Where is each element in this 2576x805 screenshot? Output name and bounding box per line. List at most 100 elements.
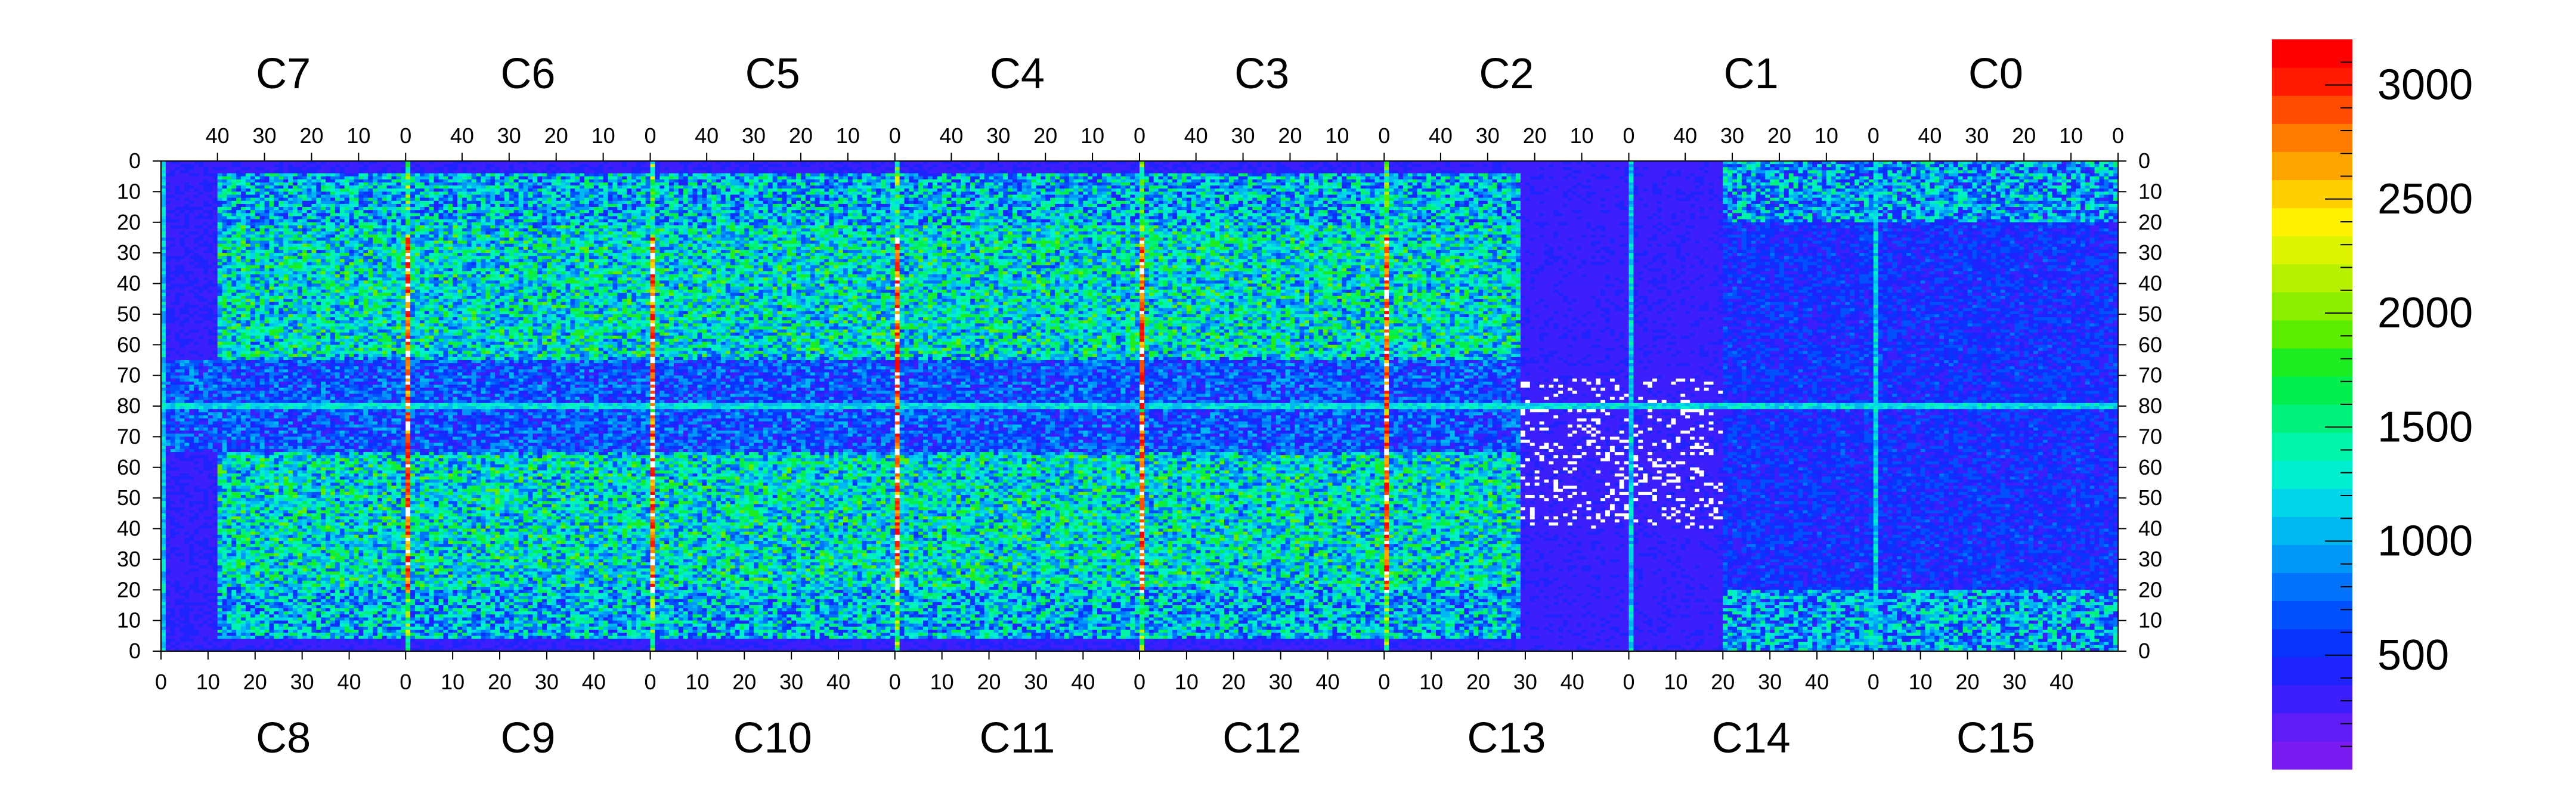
- heat-cell: [222, 559, 227, 563]
- heat-cell: [208, 391, 213, 394]
- heat-cell: [203, 351, 208, 355]
- heat-cell: [161, 385, 166, 388]
- heat-cell: [227, 529, 231, 532]
- heat-cell: [184, 532, 189, 535]
- heat-cell: [227, 581, 231, 584]
- heat-cell: [180, 225, 185, 229]
- heat-cell: [218, 507, 222, 511]
- heat-cell: [161, 621, 166, 624]
- heat-cell: [180, 207, 185, 210]
- heat-cell: [175, 241, 180, 244]
- heat-cell: [166, 256, 171, 259]
- heat-cell: [175, 339, 180, 342]
- heat-cell: [199, 559, 203, 563]
- heat-cell: [227, 559, 231, 563]
- heat-cell: [199, 605, 203, 609]
- heat-cell: [194, 406, 199, 410]
- heat-cell: [166, 584, 171, 587]
- heat-cell: [203, 311, 208, 315]
- heat-cell: [171, 568, 175, 572]
- heat-cell: [231, 213, 236, 216]
- heat-cell: [199, 225, 203, 229]
- heat-cell: [218, 237, 222, 241]
- heat-cell: [175, 262, 180, 266]
- heat-cell: [208, 351, 213, 355]
- heat-cell: [184, 302, 189, 305]
- heat-cell: [213, 323, 218, 327]
- heat-cell: [231, 237, 236, 241]
- heat-cell: [218, 568, 222, 572]
- heat-cell: [166, 522, 171, 526]
- heat-cell: [180, 461, 185, 465]
- heat-cell: [166, 516, 171, 520]
- heat-cell: [166, 204, 171, 208]
- heat-cell: [161, 262, 166, 266]
- heat-cell: [189, 446, 194, 450]
- heat-cell: [203, 516, 208, 520]
- heat-cell: [227, 633, 231, 636]
- heat-cell: [171, 376, 175, 379]
- heat-cell: [189, 204, 194, 208]
- heat-cell: [199, 177, 203, 180]
- heat-cell: [208, 645, 213, 649]
- heat-cell: [175, 394, 180, 397]
- heat-cell: [171, 296, 175, 299]
- heat-cell: [227, 216, 231, 219]
- heat-cell: [213, 529, 218, 532]
- heat-cell: [208, 311, 213, 315]
- heat-cell: [175, 541, 180, 544]
- heat-cell: [222, 645, 227, 649]
- heat-cell: [222, 636, 227, 639]
- heat-cell: [166, 495, 171, 499]
- heat-cell: [180, 412, 185, 416]
- heat-cell: [175, 568, 180, 572]
- heat-cell: [184, 330, 189, 333]
- heat-cell: [199, 299, 203, 302]
- heat-cell: [171, 237, 175, 241]
- heat-cell: [213, 593, 218, 596]
- heat-cell: [227, 391, 231, 394]
- heat-cell: [218, 265, 222, 269]
- heat-cell: [213, 219, 218, 223]
- heat-cell: [231, 461, 236, 465]
- heat-cell: [203, 535, 208, 538]
- heat-cell: [222, 385, 227, 388]
- heat-cell: [222, 596, 227, 600]
- heat-cell: [231, 535, 236, 538]
- heat-cell: [194, 544, 199, 547]
- heat-cell: [199, 547, 203, 550]
- heat-cell: [199, 164, 203, 168]
- heat-cell: [227, 608, 231, 612]
- heat-cell: [199, 379, 203, 382]
- heat-cell: [184, 621, 189, 624]
- heat-cell: [175, 198, 180, 202]
- heat-cell: [213, 575, 218, 578]
- heat-cell: [222, 164, 227, 168]
- heat-cell: [213, 434, 218, 437]
- heat-cell: [208, 237, 213, 241]
- heat-cell: [218, 621, 222, 624]
- heat-cell: [161, 201, 166, 205]
- heat-cell: [227, 645, 231, 649]
- heat-cell: [166, 434, 171, 437]
- heat-cell: [175, 538, 180, 541]
- heat-cell: [203, 611, 208, 615]
- heat-cell: [222, 482, 227, 486]
- heat-cell: [180, 553, 185, 557]
- heat-cell: [218, 204, 222, 208]
- heat-cell: [227, 541, 231, 544]
- heat-cell: [171, 403, 175, 407]
- heat-cell: [208, 366, 213, 370]
- heat-cell: [166, 379, 171, 382]
- heat-cell: [194, 630, 199, 633]
- heat-cell: [184, 630, 189, 633]
- heat-cell: [203, 400, 208, 404]
- heat-cell: [171, 605, 175, 609]
- heat-cell: [227, 587, 231, 590]
- heat-cell: [166, 559, 171, 563]
- heat-cell: [171, 222, 175, 226]
- heat-cell: [166, 210, 171, 213]
- heat-cell: [213, 532, 218, 535]
- heat-cell: [180, 363, 185, 367]
- heat-cell: [231, 179, 236, 183]
